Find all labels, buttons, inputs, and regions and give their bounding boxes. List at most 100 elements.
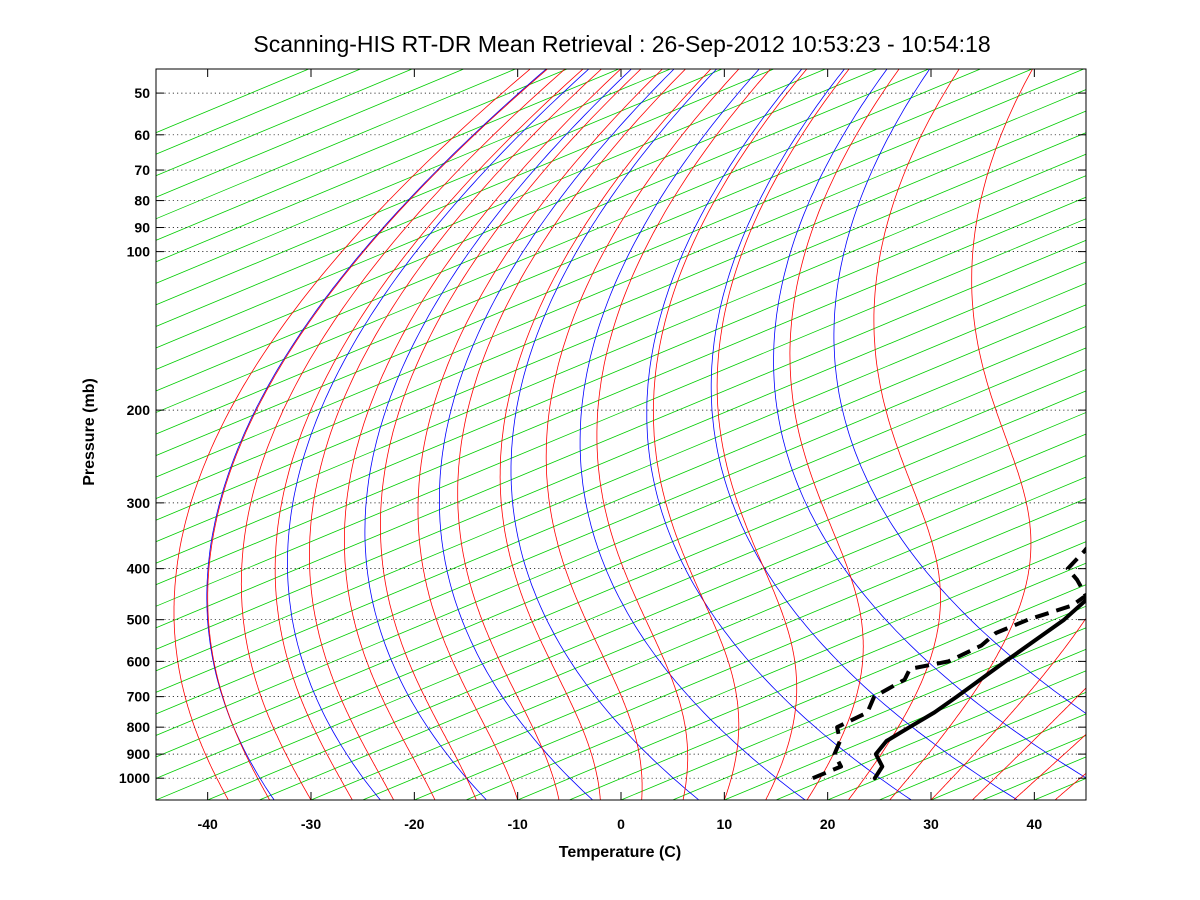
moist-adiabat-line: [499, 69, 712, 800]
isotherm-line: [310, 476, 1086, 800]
y-tick-label: 60: [134, 127, 150, 143]
y-tick-label: 900: [127, 746, 151, 762]
dry-adiabat-line: [439, 69, 675, 800]
y-tick-label: 700: [127, 689, 151, 705]
isotherm-line: [156, 175, 1086, 564]
x-tick-label: -10: [508, 816, 528, 832]
sounding-profiles: [812, 545, 1086, 781]
isotherm-line: [156, 69, 929, 392]
plot-area: [156, 69, 1086, 800]
x-tick-label: -30: [301, 816, 321, 832]
isotherm-line: [156, 282, 1086, 672]
isotherm-line: [362, 498, 1086, 800]
y-tick-label: 200: [127, 402, 151, 418]
isotherm-line: [672, 627, 1086, 800]
isotherm-line: [156, 69, 1084, 456]
moist-adiabat-line: [207, 69, 549, 800]
isotherm-line: [1138, 69, 1200, 800]
isotherm-line: [569, 584, 1086, 800]
dewpoint-profile-line: [812, 545, 1086, 781]
isotherm-line: [414, 519, 1086, 800]
isotherm-line: [156, 369, 1086, 758]
isotherm-line: [156, 110, 1086, 500]
chart-title: Scanning-HIS RT-DR Mean Retrieval : 26-S…: [253, 31, 990, 57]
x-axis-ticks: -40 -30 -20 -10 0 10 20 30 40: [198, 69, 1043, 832]
isotherm-line: [156, 69, 516, 220]
y-axis-label: Pressure (mb): [81, 378, 98, 486]
isotherm-line: [156, 89, 1086, 478]
moist-adiabat-line: [545, 69, 740, 800]
y-tick-label: 400: [127, 561, 151, 577]
isotherm-line: [156, 390, 1086, 779]
isotherm-line: [156, 153, 1086, 543]
isotherm-line: [724, 648, 1086, 800]
x-tick-label: -40: [198, 816, 218, 832]
isotherm-line: [620, 605, 1086, 800]
isotherm-line: [156, 325, 1086, 715]
isotherm-line: [465, 541, 1086, 800]
y-tick-label: 50: [134, 85, 150, 101]
dry-adiabat-line: [364, 69, 632, 800]
dry-adiabat-line: [833, 69, 1086, 715]
isotherm-line: [517, 562, 1086, 800]
isotherm-line: [156, 132, 1086, 521]
y-tick-label: 600: [127, 653, 151, 669]
moist-adiabat-line: [930, 232, 1086, 800]
isotherm-line: [156, 69, 826, 349]
y-tick-label: 500: [127, 612, 151, 628]
moist-adiabat-line: [653, 69, 808, 800]
moist-adiabat-line: [274, 69, 584, 800]
x-tick-label: 10: [717, 816, 733, 832]
moist-adiabat-line: [240, 69, 566, 800]
isotherm-line: [156, 261, 1086, 650]
y-tick-label: 1000: [119, 770, 150, 786]
x-tick-label: 20: [820, 816, 836, 832]
isotherm-line: [156, 69, 619, 263]
isotherm-line: [775, 670, 1086, 800]
isotherm-line: [156, 412, 1086, 800]
dry-adiabat-line: [206, 69, 547, 800]
y-tick-label: 70: [134, 162, 150, 178]
isotherm-line: [156, 69, 464, 198]
dry-adiabat-line: [646, 69, 912, 800]
moist-adiabat-line: [309, 69, 603, 800]
moist-adiabat-line: [596, 69, 772, 800]
isotherm-line: [156, 69, 723, 306]
moist-adiabat-line: [173, 69, 531, 800]
isotherm-line: [156, 218, 1086, 607]
moist-adiabat-line: [1013, 733, 1086, 800]
moist-adiabat-line: [457, 69, 687, 800]
isotherm-line: [156, 69, 568, 241]
x-axis-label: Temperature (C): [559, 844, 681, 861]
y-tick-label: 800: [127, 719, 151, 735]
moist-adiabat-line: [889, 69, 1033, 800]
moist-adiabat-line: [972, 687, 1086, 800]
isotherm-line: [259, 455, 1086, 800]
isotherm-line: [156, 69, 981, 413]
dry-adiabat-line: [773, 69, 1086, 779]
dry-adiabat-line: [579, 69, 806, 800]
moist-adiabat-line: [789, 69, 900, 800]
moist-adiabat-line: [344, 69, 622, 800]
y-tick-label: 80: [134, 193, 150, 209]
isotherm-line: [156, 69, 671, 284]
dry-adiabat-line: [287, 69, 590, 800]
isotherm-line: [156, 239, 1086, 629]
thermo-background-lines: [156, 69, 1200, 800]
isotherm-line: [207, 433, 1086, 800]
temperature-profile-line: [872, 597, 1086, 781]
dry-adiabat-line: [510, 69, 717, 800]
moist-adiabat-line: [716, 69, 850, 800]
y-tick-label: 300: [127, 495, 151, 511]
moist-adiabat-line: [380, 69, 642, 800]
x-tick-label: -20: [404, 816, 424, 832]
y-tick-label: 100: [127, 244, 151, 260]
x-tick-label: 40: [1027, 816, 1043, 832]
isotherm-line: [1189, 69, 1200, 800]
isotherm-line: [156, 304, 1086, 693]
isotherm-line: [156, 196, 1086, 586]
y-tick-label: 90: [134, 220, 150, 236]
x-tick-label: 0: [617, 816, 625, 832]
x-tick-label: 30: [923, 816, 939, 832]
